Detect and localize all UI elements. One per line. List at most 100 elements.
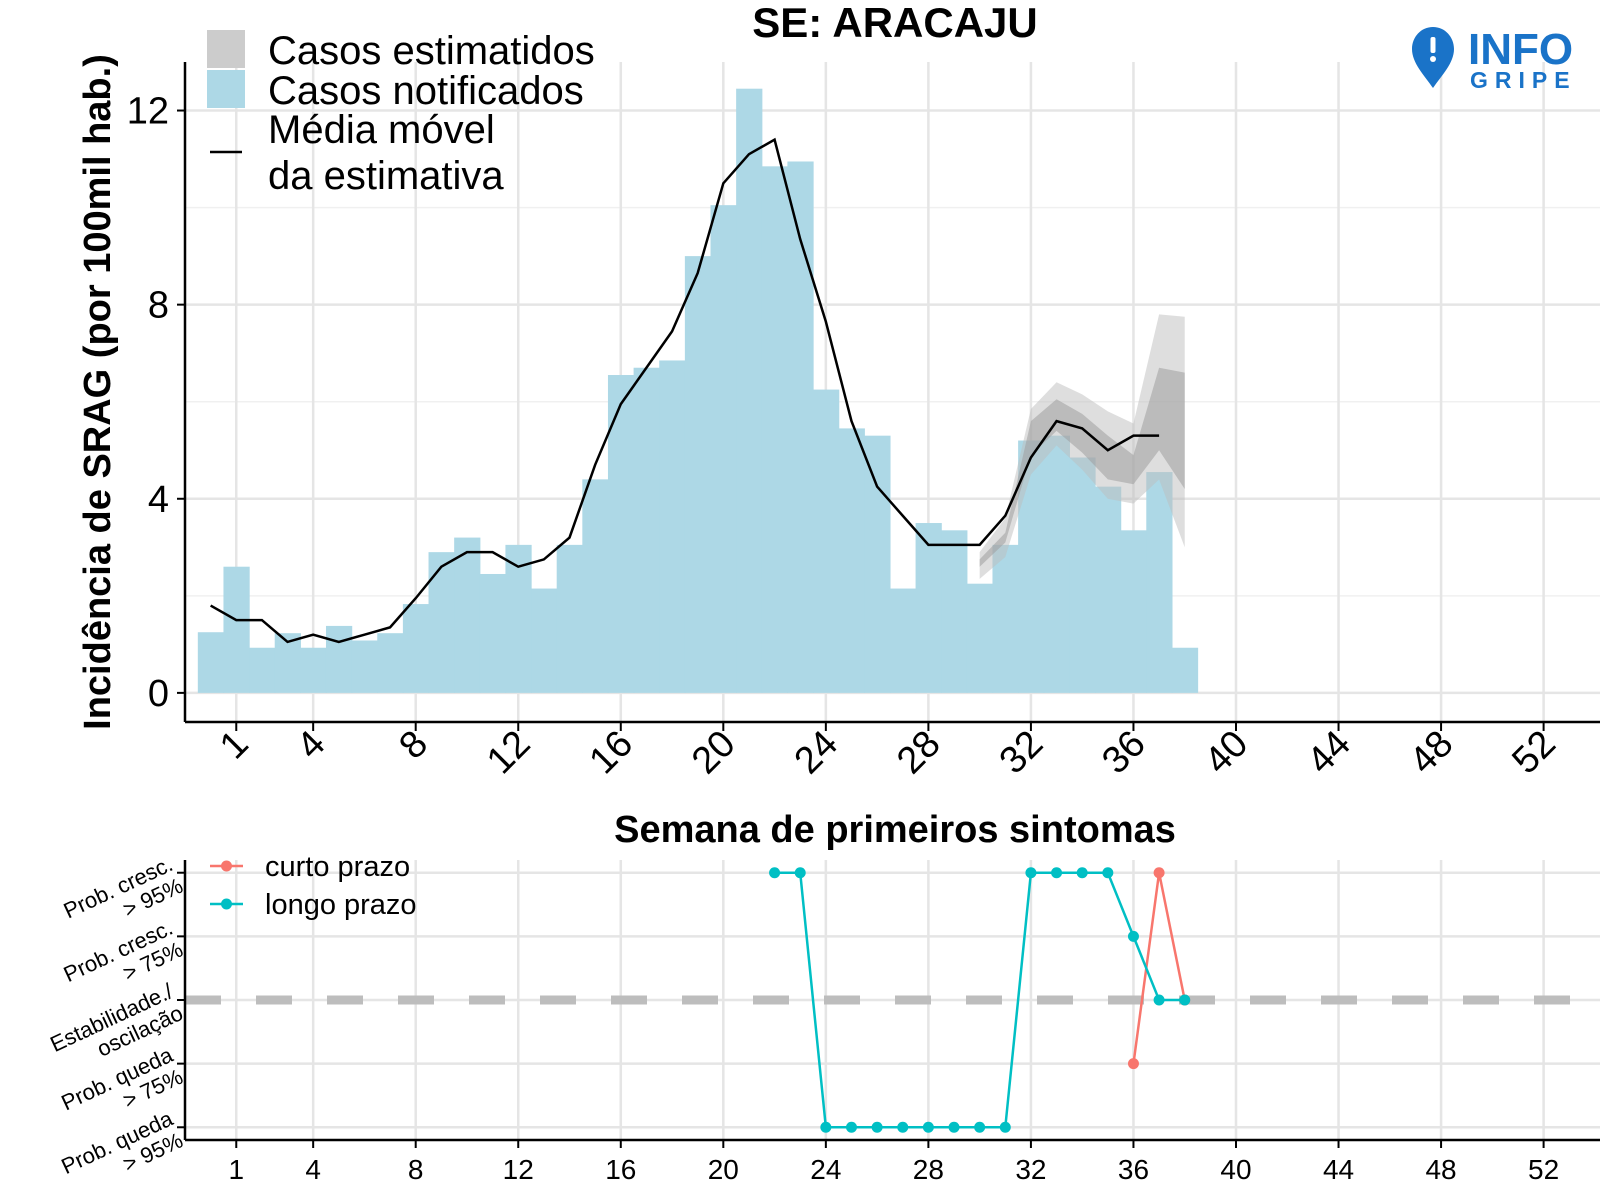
series-point-week-25	[845, 1121, 857, 1133]
moving-average-line	[210, 137, 1160, 644]
y-tick-label: 12	[127, 91, 169, 133]
series-point-week-24	[820, 1121, 832, 1133]
bar-week-16	[607, 375, 635, 693]
bar-week-23	[787, 161, 814, 693]
bar-week-22	[761, 166, 789, 693]
legend-label-estimated: Casos estimatidos	[268, 29, 595, 73]
x-tick-label: 1	[212, 723, 257, 768]
bottom-legend: curto prazo longo prazo	[210, 851, 417, 921]
bar-week-38	[1171, 647, 1199, 693]
x-tick-label: 48	[1425, 1154, 1456, 1185]
legend-marker-curto-prazo	[221, 860, 232, 872]
bar-week-28	[915, 523, 942, 693]
bottom-y-ticks: Prob. cresc.> 95%Prob. cresc.> 75%Estabi…	[46, 851, 187, 1200]
x-tick-label: 8	[408, 1154, 424, 1185]
bar-week-4	[300, 647, 327, 693]
bar-week-33	[1043, 435, 1070, 693]
bar-week-13	[531, 588, 558, 693]
series-point-week-29	[948, 1121, 960, 1133]
series-point-week-28	[922, 1121, 934, 1133]
bar-week-37	[1146, 472, 1173, 693]
bar-week-11	[479, 573, 507, 693]
x-tick-label: 28	[913, 1154, 944, 1185]
legend-swatch-notified	[207, 70, 245, 108]
series-point-week-32	[1025, 867, 1037, 879]
bar-week-5	[325, 625, 353, 693]
series-point-week-34	[1076, 867, 1088, 879]
bar-week-12	[505, 544, 532, 693]
trend-panel: Prob. cresc.> 95%Prob. cresc.> 75%Estabi…	[46, 851, 1600, 1200]
bar-week-14	[556, 544, 583, 693]
series-point-week-35	[1102, 867, 1114, 879]
series-point-week-33	[1051, 867, 1063, 879]
x-tick-label: 40	[1197, 723, 1257, 783]
bar-week-9	[428, 552, 455, 693]
bar-week-21	[736, 88, 763, 693]
bar-week-29	[941, 530, 968, 693]
series-point-week-36	[1127, 930, 1139, 942]
chart-title: SE: ARACAJU	[752, 0, 1037, 46]
bar-week-26	[864, 435, 891, 693]
bar-week-25	[838, 428, 865, 693]
x-tick-label: 12	[479, 723, 539, 783]
series-point-week-37	[1153, 867, 1165, 879]
x-tick-label: 44	[1299, 723, 1359, 783]
bar-week-1	[223, 566, 250, 693]
bar-week-36	[1120, 530, 1147, 693]
series-point-week-38	[1179, 994, 1191, 1006]
top-legend: Casos estimatidos Casos notificados Médi…	[207, 29, 595, 198]
y-tick-label: 4	[148, 479, 169, 521]
x-tick-label: 4	[305, 1154, 321, 1185]
logo-word-bottom: GRIPE	[1470, 67, 1577, 93]
series-point-week-26	[871, 1121, 883, 1133]
series-point-week-31	[999, 1121, 1011, 1133]
moving-average-polyline	[210, 137, 1160, 644]
y-tick-label: 8	[148, 285, 169, 327]
bar-week-6	[351, 640, 378, 693]
legend-label-moving-average-1: Média móvel	[268, 108, 495, 152]
legend-swatch-estimated	[207, 30, 245, 68]
trend-series	[769, 867, 1191, 1133]
x-tick-label: 36	[1118, 1154, 1149, 1185]
x-tick-label: 20	[684, 723, 744, 783]
legend-label-moving-average-2: da estimativa	[268, 154, 504, 198]
infogripe-logo: INFO GRIPE	[1412, 25, 1577, 93]
x-tick-label: 8	[391, 723, 436, 768]
bar-week-34	[1069, 457, 1096, 693]
bar-week-19	[684, 256, 712, 693]
bar-week-30	[966, 583, 994, 693]
legend-label-longo-prazo: longo prazo	[265, 889, 417, 921]
series-point-week-36	[1127, 1058, 1139, 1070]
logo-word-top: INFO	[1468, 25, 1573, 74]
series-0	[1127, 867, 1191, 1070]
bar-week-18	[659, 360, 686, 693]
series-point-week-30	[974, 1121, 986, 1133]
series-point-week-37	[1153, 994, 1165, 1006]
top-x-ticks: 1 4 8 12 16 20 24 28 32 36 40 44 48 52	[212, 722, 1564, 782]
x-tick-label: 20	[708, 1154, 739, 1185]
legend-label-notified: Casos notificados	[268, 69, 584, 113]
bar-week-31	[992, 544, 1019, 693]
y-tick-label: 0	[148, 673, 169, 715]
y-tick-label: Prob. queda> 95%	[57, 1105, 187, 1200]
x-tick-label: 12	[503, 1154, 534, 1185]
bar-week-8	[402, 604, 430, 693]
x-tick-label: 16	[582, 723, 642, 783]
x-tick-label: 40	[1220, 1154, 1251, 1185]
x-tick-label: 52	[1504, 723, 1564, 783]
x-tick-label: 48	[1402, 723, 1462, 783]
x-tick-label: 4	[289, 723, 334, 768]
legend-marker-longo-prazo	[221, 898, 232, 910]
y-axis-title: Incidência de SRAG (por 100mil hab.)	[77, 54, 119, 730]
bar-week-27	[889, 588, 917, 693]
series-point-week-27	[897, 1121, 909, 1133]
bottom-x-ticks: 1 4 8 12 16 20 24 28 32 36 40 44 48 52	[228, 1140, 1559, 1185]
x-tick-label: 28	[889, 723, 949, 783]
bar-week-15	[582, 479, 609, 693]
series-point-week-22	[769, 867, 781, 879]
series-1	[769, 867, 1191, 1133]
bar-week-24	[813, 389, 840, 693]
series-line	[1132, 872, 1186, 1064]
map-pin-icon	[1412, 27, 1454, 88]
